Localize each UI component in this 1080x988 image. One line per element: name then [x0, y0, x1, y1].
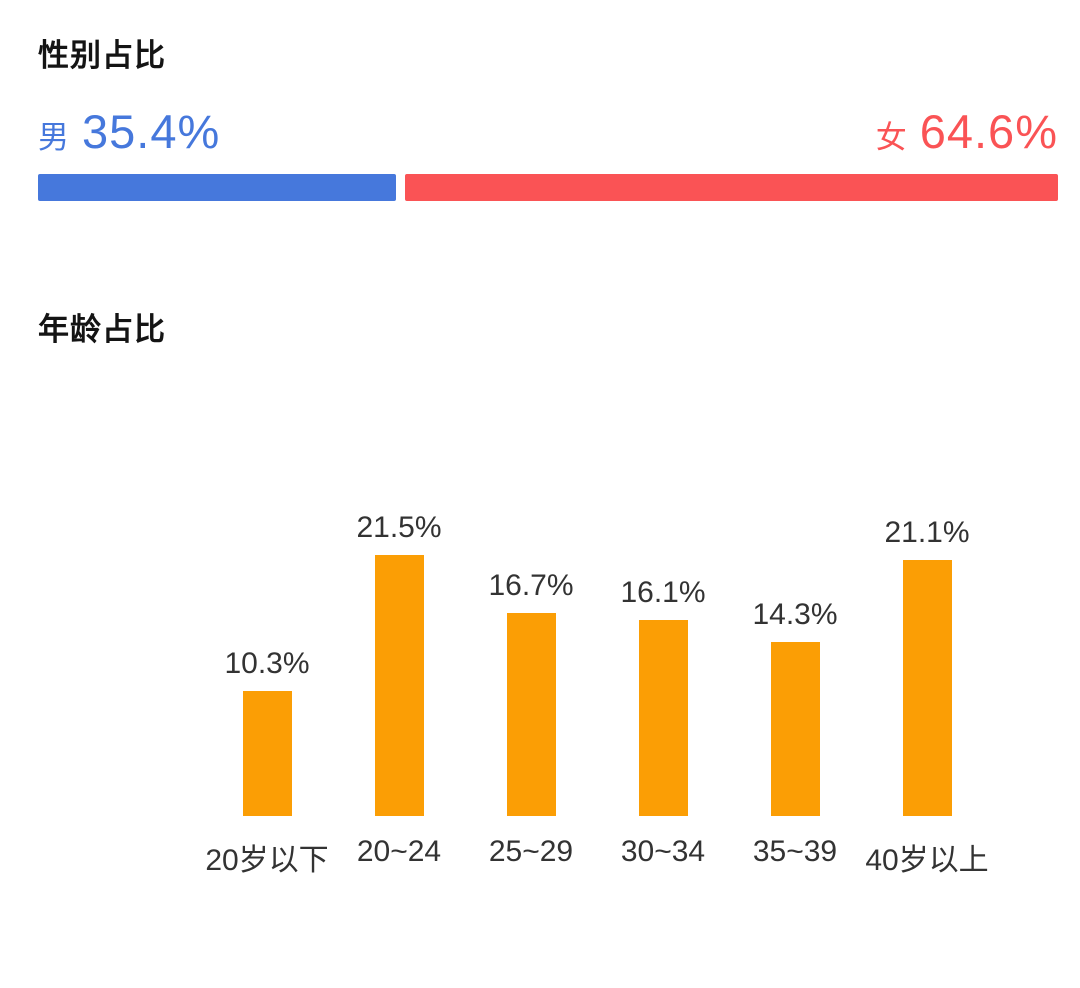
bar-value-label: 10.3% — [224, 647, 310, 680]
gender-bar-male-segment — [38, 174, 396, 201]
gender-section-title: 性别占比 — [38, 38, 166, 73]
male-percent-value: 35.4% — [82, 105, 221, 158]
age-bar — [506, 613, 556, 816]
x-axis-label: 35~39 — [752, 835, 838, 868]
bar-value-label: 21.1% — [884, 516, 970, 549]
age-bar — [638, 620, 688, 816]
female-name-label: 女 — [875, 120, 907, 155]
bar-group: 10.3% — [201, 498, 333, 816]
bar-group: 14.3% — [729, 498, 861, 816]
x-axis-label: 20~24 — [356, 835, 442, 868]
gender-stacked-bar — [38, 174, 1058, 201]
x-axis-label: 25~29 — [488, 835, 574, 868]
gender-labels-row: 男 35.4% 女 64.6% — [38, 104, 1058, 164]
bar-value-label: 21.5% — [356, 511, 442, 544]
male-name-label: 男 — [38, 120, 69, 155]
age-bar — [902, 560, 952, 816]
age-bar — [770, 642, 820, 816]
bar-group: 21.1% — [861, 498, 993, 816]
age-bar — [374, 555, 424, 816]
bar-value-label: 16.1% — [620, 576, 706, 609]
bar-group: 16.7% — [465, 498, 597, 816]
gender-male-label: 男 35.4% — [38, 104, 220, 159]
gender-bar-female-segment — [404, 174, 1058, 201]
age-chart-bars: 10.3% 21.5% 16.7% 16.1% 14.3% 21.1% — [201, 498, 993, 816]
female-percent-value: 64.6% — [919, 105, 1058, 158]
x-axis-label: 40岁以上 — [865, 844, 989, 877]
age-section-title: 年龄占比 — [38, 312, 166, 347]
age-bar — [242, 691, 292, 816]
x-axis-label: 20岁以下 — [205, 844, 329, 877]
x-axis-label: 30~34 — [620, 835, 706, 868]
gender-female-label: 女 64.6% — [876, 104, 1058, 159]
bar-group: 16.1% — [597, 498, 729, 816]
age-chart-xlabels: 20岁以下 20~24 25~29 30~34 35~39 40岁以上 — [201, 835, 993, 879]
bar-value-label: 16.7% — [488, 569, 574, 602]
bar-value-label: 14.3% — [752, 598, 838, 631]
bar-group: 21.5% — [333, 498, 465, 816]
